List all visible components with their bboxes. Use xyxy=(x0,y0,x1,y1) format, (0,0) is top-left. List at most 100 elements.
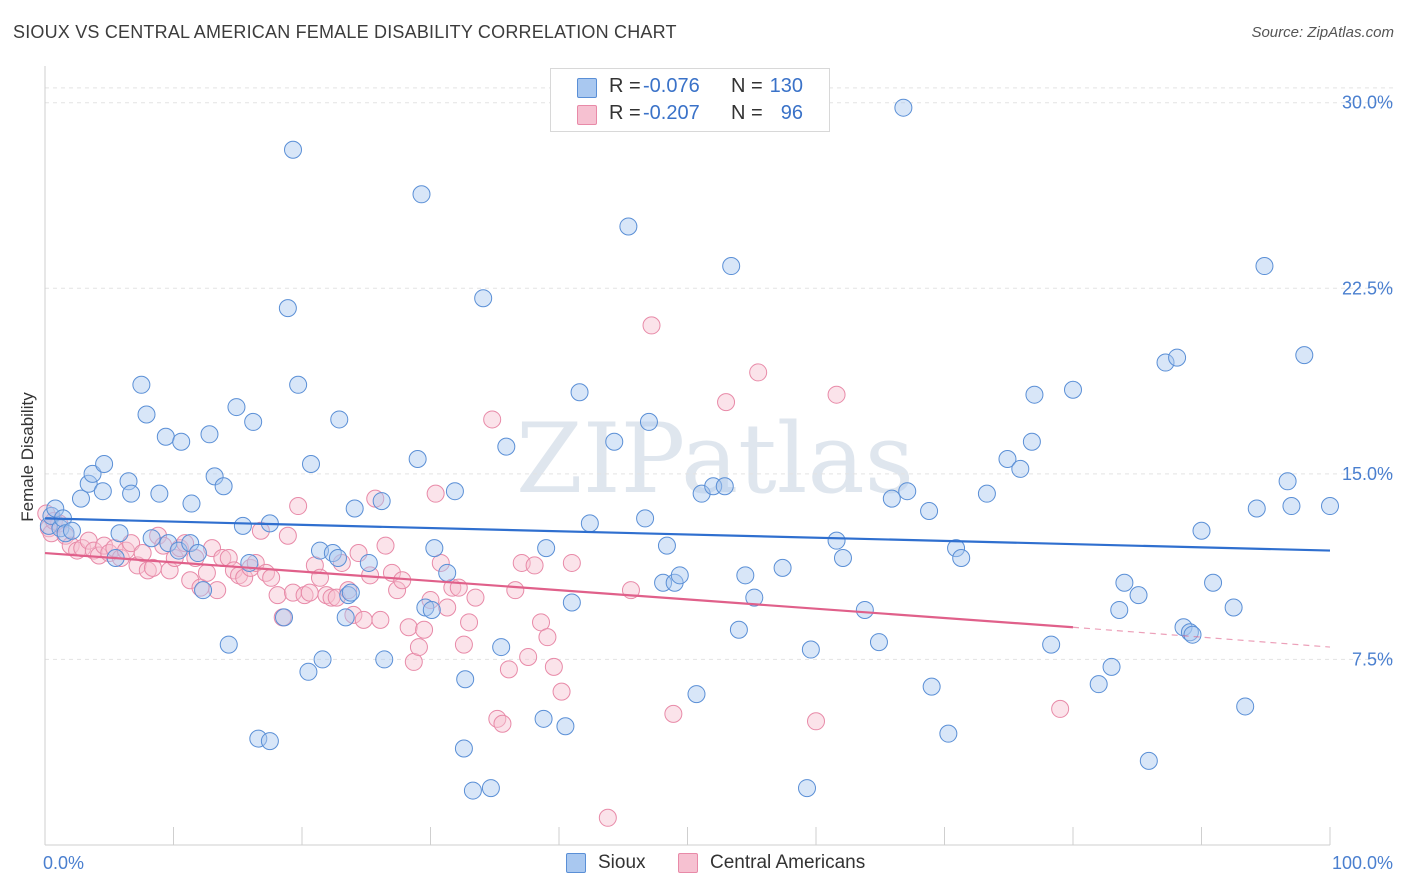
sioux-point xyxy=(313,650,332,669)
x-tick-label: 0.0% xyxy=(43,853,84,873)
central-americans-point xyxy=(1051,699,1070,718)
sioux-point xyxy=(1129,586,1148,605)
sioux-point xyxy=(657,536,676,555)
sioux-point xyxy=(947,539,966,558)
chart-title: SIOUX VS CENTRAL AMERICAN FEMALE DISABIL… xyxy=(13,22,677,42)
sioux-point xyxy=(1236,697,1255,716)
central-americans-point xyxy=(466,588,485,607)
sioux-point xyxy=(481,779,500,798)
central-americans-point xyxy=(354,610,373,629)
legend-r-label: R = xyxy=(609,102,641,124)
sioux-point xyxy=(1102,657,1121,676)
sioux-point xyxy=(132,375,151,394)
sioux-point xyxy=(1042,635,1061,654)
central-americans-point xyxy=(339,581,358,600)
central-americans-point xyxy=(562,553,581,572)
central-americans-point xyxy=(538,628,557,647)
sioux-point xyxy=(79,474,98,493)
central-americans-point xyxy=(454,635,473,654)
sioux-point xyxy=(1224,598,1243,617)
legend-row-central-americans: R = -0.207 N = 96 xyxy=(551,100,829,128)
sioux-point xyxy=(1204,573,1223,592)
sioux-point xyxy=(882,489,901,508)
sioux-point xyxy=(339,586,358,605)
central-americans-point xyxy=(807,712,825,731)
sioux-point xyxy=(1089,675,1108,694)
sioux-point xyxy=(1115,573,1134,592)
sioux-point xyxy=(562,593,581,612)
sioux-point xyxy=(1183,625,1202,644)
sioux-point xyxy=(722,257,741,276)
sioux-point xyxy=(445,482,464,501)
sioux-point xyxy=(372,492,391,511)
sioux-point xyxy=(556,717,575,736)
sioux-point xyxy=(636,509,655,528)
sioux-point xyxy=(1011,459,1030,478)
central-americans-point xyxy=(415,620,434,639)
sioux-point xyxy=(194,581,213,600)
sioux-point xyxy=(619,217,638,236)
sioux-point xyxy=(62,521,81,540)
sioux-point xyxy=(150,484,169,503)
bottom-legend-sioux-label: Sioux xyxy=(598,852,646,873)
sioux-point xyxy=(93,482,112,501)
central-americans-point xyxy=(376,536,395,555)
sioux-point xyxy=(188,544,207,563)
central-americans-swatch xyxy=(577,105,597,125)
y-tick-label: 7.5% xyxy=(1352,649,1393,669)
legend-n-label: N = xyxy=(731,102,763,124)
sioux-point xyxy=(328,548,347,567)
stats-legend: R = -0.076 N = 130 R = -0.207 N = 96 xyxy=(550,68,830,132)
central-americans-point xyxy=(295,586,314,605)
sioux-point xyxy=(1192,521,1211,540)
central-americans-point xyxy=(399,618,418,637)
sioux-swatch xyxy=(566,853,586,873)
sioux-point xyxy=(1025,385,1044,404)
central-americans-point xyxy=(506,581,525,600)
sioux-point xyxy=(159,534,178,553)
sioux-point xyxy=(249,729,268,748)
sioux-point xyxy=(425,539,444,558)
sioux-point xyxy=(456,670,475,689)
sioux-point xyxy=(142,529,161,548)
central-americans-point xyxy=(262,568,281,587)
central-americans-trend-extension xyxy=(1072,626,1331,648)
central-americans-point xyxy=(133,544,152,563)
sioux-point xyxy=(580,514,599,533)
sioux-point xyxy=(1321,497,1339,516)
central-americans-point xyxy=(122,534,141,553)
sioux-point xyxy=(219,635,238,654)
sioux-point xyxy=(463,781,482,800)
y-tick-label: 15.0% xyxy=(1342,464,1393,484)
sioux-point xyxy=(438,563,457,582)
sioux-point xyxy=(299,662,318,681)
legend-n-label: N = xyxy=(731,75,763,97)
sioux-point xyxy=(227,398,246,417)
sioux-point xyxy=(773,558,792,577)
sioux-point xyxy=(1156,353,1175,372)
sioux-point xyxy=(977,484,996,503)
trend-lines xyxy=(44,517,1331,648)
sioux-point xyxy=(341,583,360,602)
sioux-point xyxy=(284,140,303,159)
sioux-point xyxy=(537,539,556,558)
central-americans-point xyxy=(544,657,563,676)
sioux-point xyxy=(289,375,308,394)
sioux-trend-line xyxy=(44,517,1331,552)
sioux-point xyxy=(181,534,200,553)
central-americans-point xyxy=(499,660,518,679)
sioux-point xyxy=(605,432,624,451)
sioux-point xyxy=(827,531,846,550)
sioux-swatch xyxy=(577,78,597,98)
central-americans-point xyxy=(208,581,227,600)
sioux-point xyxy=(214,477,233,496)
sioux-point xyxy=(200,425,219,444)
sioux-point xyxy=(497,437,516,456)
sioux-point xyxy=(920,501,939,520)
sioux-point xyxy=(952,548,971,567)
sioux-point xyxy=(729,620,748,639)
sioux-point xyxy=(474,289,493,308)
sioux-point xyxy=(336,608,355,627)
sioux-point xyxy=(939,724,958,743)
sioux-point xyxy=(570,383,589,402)
